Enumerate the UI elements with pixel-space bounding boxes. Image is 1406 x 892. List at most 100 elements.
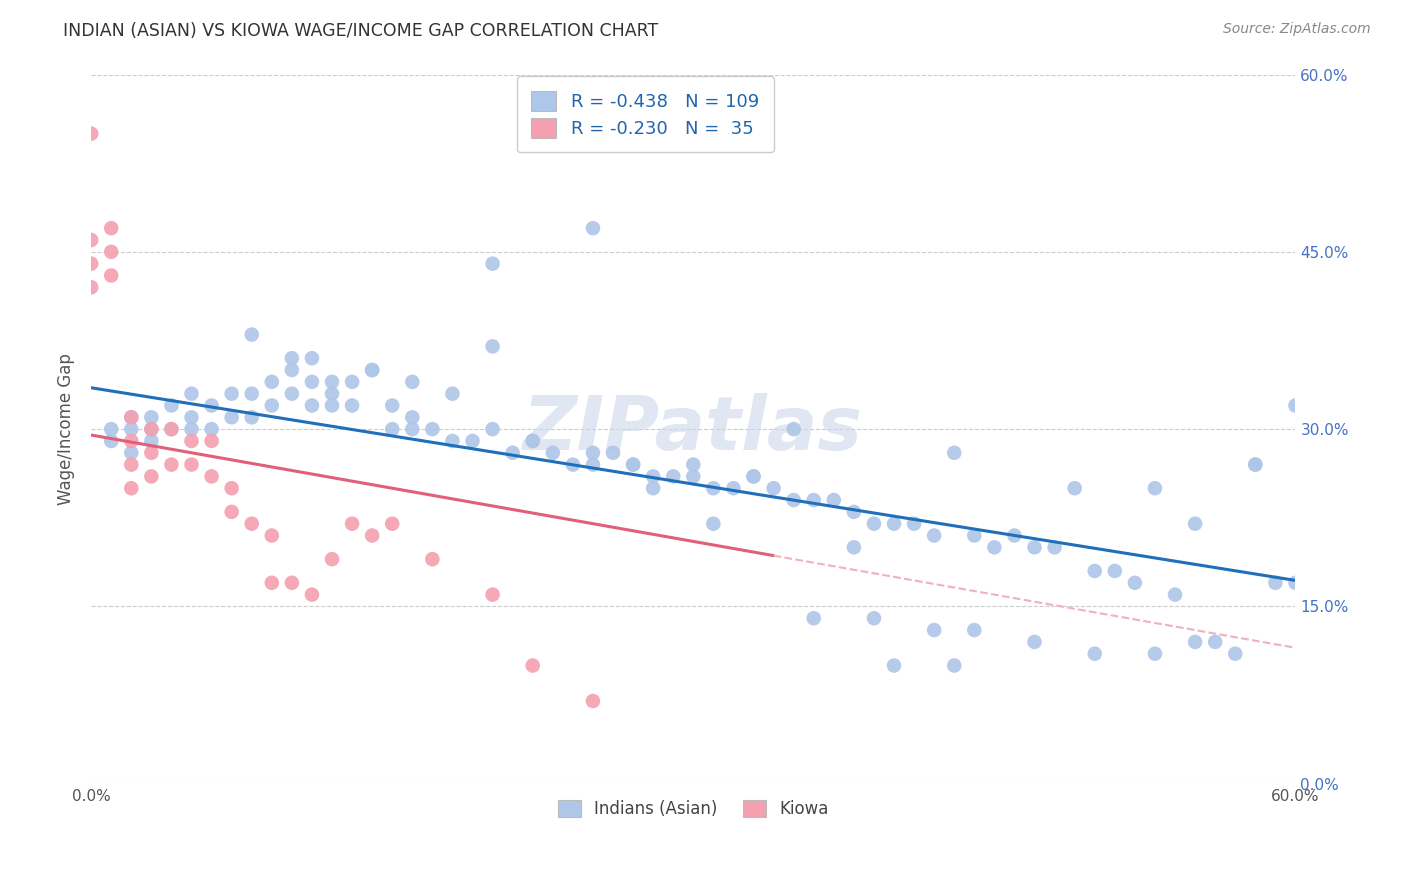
Point bbox=[240, 327, 263, 342]
Point bbox=[481, 339, 503, 353]
Point bbox=[321, 386, 343, 401]
Point bbox=[762, 481, 785, 495]
Point bbox=[240, 386, 263, 401]
Point bbox=[522, 434, 544, 448]
Point bbox=[141, 422, 163, 436]
Point bbox=[221, 386, 243, 401]
Point bbox=[340, 516, 363, 531]
Point bbox=[963, 528, 986, 542]
Point bbox=[621, 458, 644, 472]
Point bbox=[100, 434, 122, 448]
Point bbox=[301, 351, 323, 366]
Point bbox=[120, 434, 142, 448]
Point bbox=[883, 658, 905, 673]
Point bbox=[1284, 399, 1306, 413]
Point bbox=[221, 505, 243, 519]
Point bbox=[1024, 541, 1046, 555]
Point bbox=[401, 410, 423, 425]
Point bbox=[702, 516, 724, 531]
Point bbox=[120, 422, 142, 436]
Point bbox=[1225, 647, 1247, 661]
Point bbox=[200, 469, 222, 483]
Point bbox=[301, 588, 323, 602]
Point bbox=[963, 623, 986, 637]
Point bbox=[221, 410, 243, 425]
Point bbox=[723, 481, 745, 495]
Point bbox=[200, 434, 222, 448]
Point bbox=[160, 422, 183, 436]
Point bbox=[321, 552, 343, 566]
Point bbox=[441, 434, 464, 448]
Point bbox=[943, 658, 966, 673]
Point bbox=[481, 588, 503, 602]
Point bbox=[180, 422, 202, 436]
Point bbox=[823, 493, 845, 508]
Point bbox=[340, 375, 363, 389]
Point bbox=[782, 493, 804, 508]
Point bbox=[361, 363, 384, 377]
Point bbox=[80, 257, 103, 271]
Point bbox=[160, 458, 183, 472]
Point bbox=[582, 221, 605, 235]
Point bbox=[863, 516, 886, 531]
Point bbox=[321, 399, 343, 413]
Point bbox=[662, 469, 685, 483]
Point bbox=[943, 446, 966, 460]
Point bbox=[502, 446, 524, 460]
Point bbox=[1043, 541, 1066, 555]
Point bbox=[80, 233, 103, 247]
Point bbox=[702, 481, 724, 495]
Point bbox=[401, 422, 423, 436]
Point bbox=[361, 528, 384, 542]
Text: ZIPatlas: ZIPatlas bbox=[523, 392, 863, 466]
Point bbox=[1084, 564, 1107, 578]
Point bbox=[240, 516, 263, 531]
Point bbox=[381, 422, 404, 436]
Point bbox=[1164, 588, 1187, 602]
Point bbox=[803, 611, 825, 625]
Point bbox=[1244, 458, 1267, 472]
Point bbox=[422, 422, 444, 436]
Point bbox=[1284, 575, 1306, 590]
Point bbox=[602, 446, 624, 460]
Point bbox=[120, 410, 142, 425]
Point bbox=[643, 481, 665, 495]
Point bbox=[240, 410, 263, 425]
Point bbox=[481, 257, 503, 271]
Point bbox=[1123, 575, 1146, 590]
Text: INDIAN (ASIAN) VS KIOWA WAGE/INCOME GAP CORRELATION CHART: INDIAN (ASIAN) VS KIOWA WAGE/INCOME GAP … bbox=[63, 22, 658, 40]
Point bbox=[682, 469, 704, 483]
Point bbox=[742, 469, 765, 483]
Point bbox=[922, 623, 945, 637]
Point bbox=[842, 505, 865, 519]
Point bbox=[321, 375, 343, 389]
Point bbox=[120, 410, 142, 425]
Point bbox=[1024, 635, 1046, 649]
Point bbox=[381, 516, 404, 531]
Point bbox=[903, 516, 925, 531]
Point bbox=[141, 410, 163, 425]
Point bbox=[983, 541, 1005, 555]
Point bbox=[1004, 528, 1026, 542]
Point bbox=[461, 434, 484, 448]
Point bbox=[541, 446, 564, 460]
Point bbox=[422, 552, 444, 566]
Point bbox=[260, 399, 283, 413]
Point bbox=[301, 399, 323, 413]
Point bbox=[1184, 635, 1206, 649]
Point bbox=[141, 446, 163, 460]
Point bbox=[682, 458, 704, 472]
Point bbox=[120, 458, 142, 472]
Point bbox=[522, 434, 544, 448]
Point bbox=[842, 541, 865, 555]
Point bbox=[883, 516, 905, 531]
Point bbox=[141, 422, 163, 436]
Point bbox=[582, 694, 605, 708]
Point bbox=[582, 458, 605, 472]
Point bbox=[742, 469, 765, 483]
Point bbox=[481, 422, 503, 436]
Point bbox=[100, 422, 122, 436]
Point bbox=[582, 446, 605, 460]
Point bbox=[120, 481, 142, 495]
Point bbox=[621, 458, 644, 472]
